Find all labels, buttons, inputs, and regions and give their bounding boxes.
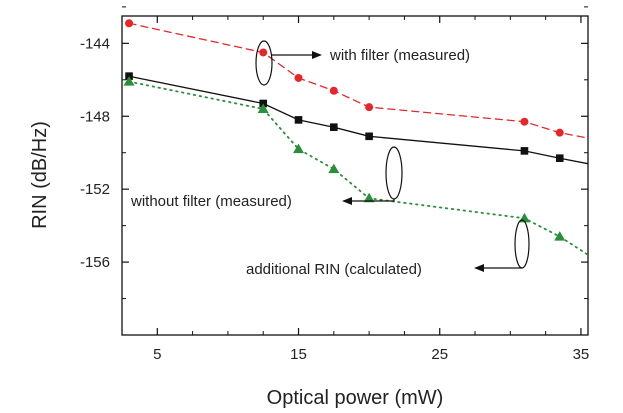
data-point: [328, 163, 340, 174]
y-tick-label: -156: [80, 254, 110, 271]
series-line: [128, 75, 588, 165]
series-layer: [123, 19, 588, 256]
series-line: [128, 80, 588, 256]
data-point: [293, 143, 305, 154]
data-point: [329, 86, 338, 95]
without-filter-arrow: [352, 199, 395, 202]
plot-frame: [121, 15, 589, 336]
x-axis-title: Optical power (mW): [267, 387, 444, 409]
without-filter-arrowhead: [342, 197, 352, 205]
y-tick-label: -152: [80, 181, 110, 198]
data-point: [330, 123, 338, 131]
series-line: [128, 22, 588, 139]
series-additional-rin-calculated: [123, 76, 588, 256]
without-filter-ellipse: [385, 146, 403, 200]
x-tick-label: 5: [153, 346, 161, 363]
y-tick-label: -144: [80, 35, 110, 52]
data-point: [520, 147, 529, 155]
data-point: [363, 192, 375, 203]
axis-ticks: 5 15 25 35 -144 -148 -152 -156: [80, 6, 590, 363]
series-with-filter-measured: [125, 19, 588, 139]
y-axis-title: RIN (dB/Hz): [29, 121, 51, 229]
with-filter-arrowhead: [312, 51, 322, 59]
data-point: [257, 103, 269, 113]
annotation-without-filter: without filter (measured): [130, 193, 292, 210]
data-point: [294, 73, 303, 82]
series-without-filter-measured: [125, 72, 588, 165]
with-filter-ellipse: [255, 40, 273, 86]
additional-rin-arrowhead: [474, 264, 484, 272]
data-point: [123, 76, 135, 86]
annotation-layer: with filter (measured) without filter (m…: [130, 40, 530, 278]
data-point: [555, 128, 564, 137]
data-point: [294, 116, 303, 124]
y-tick-label: -148: [80, 108, 110, 125]
data-point: [259, 48, 268, 57]
data-point: [555, 154, 564, 162]
data-point: [125, 19, 134, 28]
additional-rin-ellipse: [514, 219, 530, 269]
x-tick-label: 25: [431, 346, 448, 363]
annotation-with-filter: with filter (measured): [329, 47, 470, 64]
annotation-additional-rin: additional RIN (calculated): [246, 261, 422, 278]
data-point: [520, 117, 529, 126]
x-tick-label: 35: [573, 346, 590, 363]
data-point: [365, 103, 374, 112]
data-point: [365, 132, 373, 141]
x-tick-label: 15: [290, 346, 307, 363]
data-point: [554, 231, 566, 241]
